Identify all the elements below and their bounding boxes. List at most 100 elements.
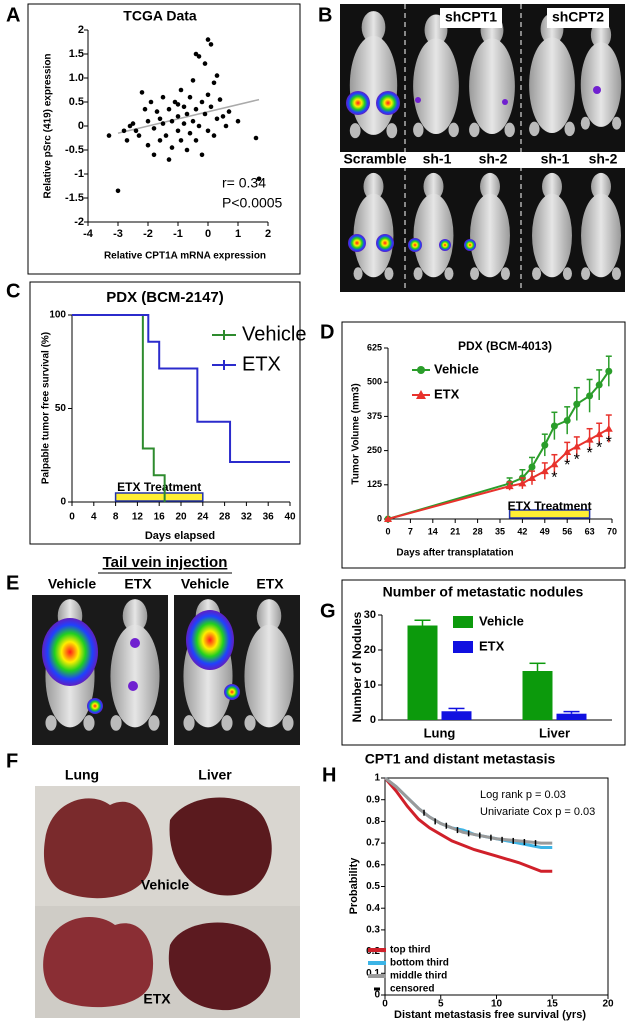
point bbox=[214, 73, 220, 78]
panel-title: Tail vein injection bbox=[103, 554, 228, 571]
x-tick-label: Lung bbox=[424, 725, 456, 740]
mouse-label: sh-1 bbox=[541, 151, 570, 167]
y-tick-label: 0 bbox=[374, 990, 380, 1001]
y-tick-label: 20 bbox=[364, 644, 376, 656]
group-label: Vehicle bbox=[181, 576, 229, 592]
point bbox=[181, 121, 187, 126]
marker bbox=[573, 400, 581, 408]
x-tick-label: -4 bbox=[83, 228, 94, 240]
y-tick-label: 0.6 bbox=[366, 859, 380, 870]
x-tick-label: 49 bbox=[540, 526, 550, 536]
panel-frame bbox=[341, 321, 626, 569]
y-tick-label: 375 bbox=[367, 411, 382, 421]
signal bbox=[128, 681, 138, 691]
survival-curve bbox=[72, 314, 290, 463]
point bbox=[166, 106, 172, 112]
group-label: Vehicle bbox=[48, 576, 96, 592]
x-tick-label: 40 bbox=[284, 512, 296, 523]
point bbox=[175, 128, 181, 134]
point bbox=[139, 90, 145, 95]
y-tick-label: 0.4 bbox=[366, 903, 380, 914]
y-axis-label: Number of Nodules bbox=[350, 611, 364, 722]
legend-label: middle third bbox=[390, 971, 447, 982]
legend-label: Vehicle bbox=[434, 361, 479, 376]
treatment-bar bbox=[508, 509, 591, 519]
signal bbox=[439, 239, 451, 251]
signal bbox=[348, 234, 366, 252]
marker bbox=[540, 467, 549, 475]
marker bbox=[518, 479, 527, 487]
group-label: ETX bbox=[256, 576, 284, 592]
x-tick-label: 0 bbox=[205, 228, 211, 240]
x-tick-label: -3 bbox=[113, 228, 123, 240]
panel-label: E bbox=[6, 572, 19, 594]
marker bbox=[605, 367, 613, 375]
signal bbox=[376, 234, 394, 252]
point bbox=[193, 106, 199, 112]
bar bbox=[556, 713, 587, 720]
panel-label: G bbox=[320, 600, 336, 622]
x-tick-label: 2 bbox=[265, 228, 271, 240]
point bbox=[160, 121, 166, 126]
point bbox=[154, 109, 160, 114]
x-tick-label: 56 bbox=[562, 526, 572, 536]
x-tick-label: 24 bbox=[197, 512, 209, 523]
signal bbox=[186, 610, 234, 670]
marker bbox=[541, 441, 549, 449]
organ bbox=[168, 922, 271, 1011]
x-tick-label: 32 bbox=[241, 512, 253, 523]
chart-title: PDX (BCM-4013) bbox=[458, 339, 552, 353]
point bbox=[151, 126, 157, 131]
point bbox=[196, 123, 202, 129]
y-tick-label: 0 bbox=[60, 497, 66, 508]
y-axis-label: Relative pSrc (419) expression bbox=[43, 53, 54, 198]
mouse-label: sh-1 bbox=[423, 151, 452, 167]
label-box bbox=[547, 8, 609, 28]
point bbox=[169, 118, 175, 124]
point bbox=[226, 109, 232, 114]
signal bbox=[415, 97, 421, 103]
point bbox=[145, 118, 151, 124]
label-box bbox=[440, 8, 502, 28]
x-axis-label: Relative CPT1A mRNA expression bbox=[104, 251, 266, 262]
legend-label: ETX bbox=[479, 638, 505, 653]
point bbox=[163, 133, 169, 138]
y-tick-label: 0 bbox=[370, 714, 376, 726]
point bbox=[211, 133, 217, 138]
point bbox=[175, 102, 181, 107]
point bbox=[211, 80, 217, 86]
legend-swatch bbox=[416, 390, 426, 399]
imaging-panel: shCPT1 shCPT2 Scramble sh-1 sh-2 sh-1 sh… bbox=[340, 4, 625, 292]
point bbox=[199, 152, 205, 158]
bar bbox=[407, 625, 438, 720]
legend-label: ETX bbox=[434, 386, 460, 401]
marker bbox=[572, 442, 581, 450]
legend-swatch bbox=[417, 366, 425, 374]
x-tick-label: 7 bbox=[408, 526, 413, 536]
point bbox=[133, 128, 139, 134]
point bbox=[148, 99, 154, 105]
marker bbox=[505, 482, 514, 490]
point bbox=[235, 118, 241, 124]
y-tick-label: -2 bbox=[74, 216, 84, 228]
signal bbox=[408, 238, 422, 252]
x-tick-label: 36 bbox=[263, 512, 275, 523]
y-tick-label: 625 bbox=[367, 342, 382, 352]
organ bbox=[169, 797, 272, 896]
panel-frame bbox=[27, 3, 301, 275]
legend-label: censored bbox=[390, 984, 434, 995]
y-tick-label: -1.5 bbox=[65, 192, 84, 204]
point bbox=[208, 104, 214, 110]
signal bbox=[130, 638, 140, 648]
point bbox=[193, 51, 199, 57]
panel-label: F bbox=[6, 750, 18, 772]
line bbox=[384, 776, 553, 845]
significance-mark: * bbox=[586, 445, 592, 462]
y-tick-label: 100 bbox=[49, 310, 66, 321]
x-tick-label: 20 bbox=[602, 999, 614, 1010]
photo-panel: Lung Liver Vehicle ETX bbox=[35, 767, 300, 1018]
point bbox=[256, 176, 262, 182]
bar bbox=[441, 711, 472, 720]
panel-frame bbox=[341, 579, 626, 746]
y-tick-label: 1.5 bbox=[69, 48, 84, 60]
